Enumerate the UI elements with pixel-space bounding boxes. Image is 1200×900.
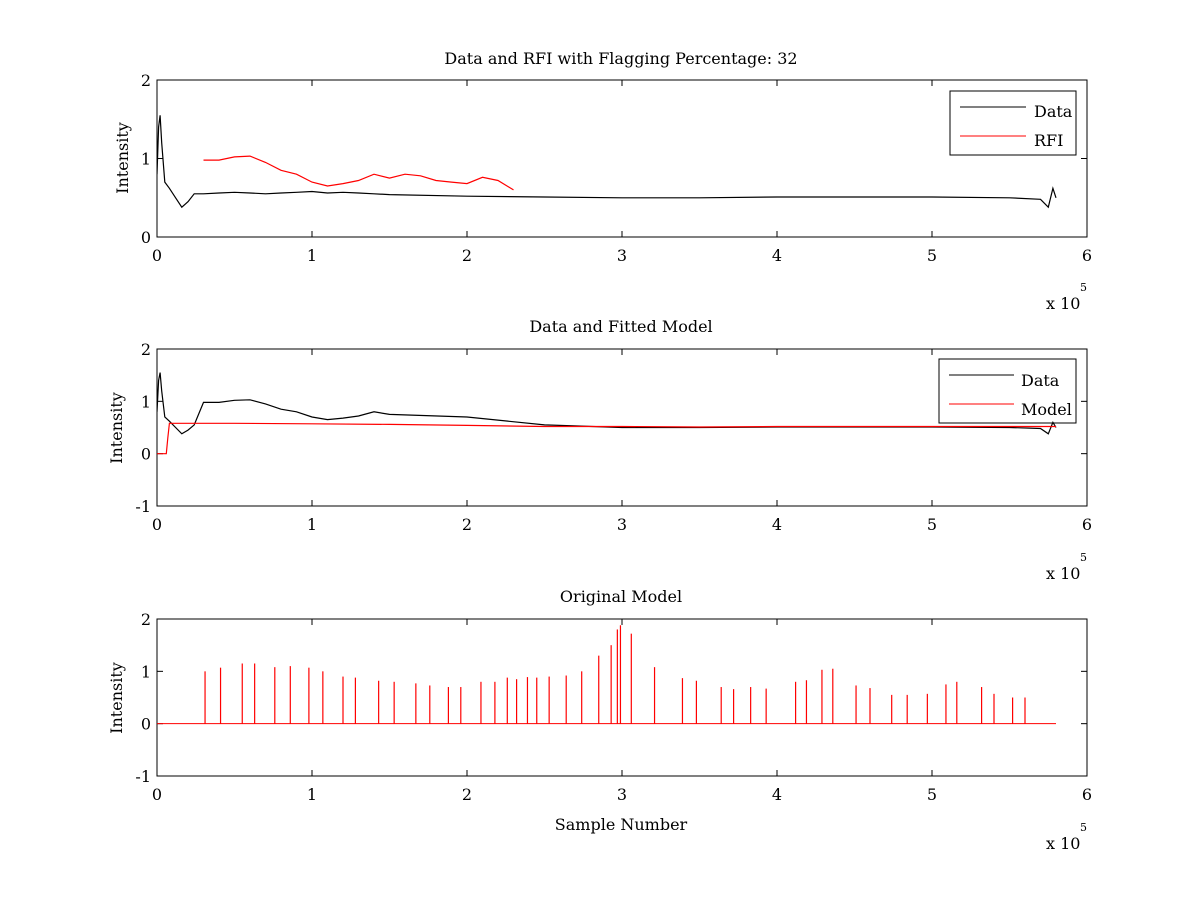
x-exponent-label: x 10 <box>1046 564 1080 583</box>
x-tick-label: 6 <box>1082 515 1092 534</box>
x-tick-label: 0 <box>152 785 162 804</box>
x-exponent-power: 5 <box>1080 281 1087 294</box>
y-tick-label: 2 <box>141 340 151 359</box>
legend-label-data: Data <box>1021 371 1060 390</box>
y-axis-label: Intensity <box>107 392 126 464</box>
x-tick-label: 3 <box>617 515 627 534</box>
x-tick-label: 4 <box>772 246 782 265</box>
x-tick-label: 6 <box>1082 246 1092 265</box>
x-exponent-power: 5 <box>1080 821 1087 834</box>
y-tick-label: 0 <box>141 228 151 247</box>
y-tick-label: -1 <box>135 497 151 516</box>
x-exponent-label: x 10 <box>1046 834 1080 853</box>
x-tick-label: 0 <box>152 246 162 265</box>
series-line-data <box>157 115 1057 209</box>
y-tick-label: 0 <box>141 445 151 464</box>
x-tick-label: 1 <box>307 515 317 534</box>
chart-title: Data and Fitted Model <box>529 317 712 336</box>
legend-box <box>938 358 1077 424</box>
y-tick-label: 1 <box>141 662 151 681</box>
x-tick-label: 0 <box>152 515 162 534</box>
legend: Data Model <box>938 358 1077 424</box>
y-axis-label: Intensity <box>107 662 126 734</box>
x-tick-label: 5 <box>927 246 937 265</box>
y-tick-label: 0 <box>141 715 151 734</box>
x-tick-label: 2 <box>462 785 472 804</box>
chart-panel-fitted: Data and Fitted Model Intensity x 10 5 D… <box>107 317 1092 583</box>
y-tick-label: 1 <box>141 392 151 411</box>
y-axis-label: Intensity <box>113 122 132 194</box>
x-tick-label: 5 <box>927 515 937 534</box>
y-tick-label: -1 <box>135 767 151 786</box>
x-tick-label: 2 <box>462 246 472 265</box>
chart-title: Data and RFI with Flagging Percentage: 3… <box>444 49 797 68</box>
chart-panel-rfi: Data and RFI with Flagging Percentage: 3… <box>113 49 1092 313</box>
legend: Data RFI <box>949 90 1077 156</box>
legend-label-rfi: RFI <box>1034 131 1063 150</box>
x-exponent-power: 5 <box>1080 551 1087 564</box>
x-tick-label: 3 <box>617 246 627 265</box>
x-tick-label: 4 <box>772 785 782 804</box>
x-tick-label: 1 <box>307 785 317 804</box>
x-tick-label: 5 <box>927 785 937 804</box>
x-exponent-label: x 10 <box>1046 294 1080 313</box>
x-tick-label: 6 <box>1082 785 1092 804</box>
legend-box <box>949 90 1077 156</box>
series-line-model <box>157 422 1056 455</box>
legend-label-model: Model <box>1021 400 1072 419</box>
x-tick-label: 3 <box>617 785 627 804</box>
chart-title: Original Model <box>560 587 682 606</box>
y-tick-label: 2 <box>141 610 151 629</box>
x-tick-label: 2 <box>462 515 472 534</box>
x-axis-label: Sample Number <box>555 815 688 834</box>
x-tick-label: 4 <box>772 515 782 534</box>
x-tick-label: 1 <box>307 246 317 265</box>
chart-panel-original: Original Model Intensity Sample Number x… <box>107 587 1092 853</box>
legend-label-data: Data <box>1034 102 1073 121</box>
y-tick-label: 2 <box>141 71 151 90</box>
y-tick-label: 1 <box>141 150 151 169</box>
series-line-rfi <box>203 155 514 191</box>
